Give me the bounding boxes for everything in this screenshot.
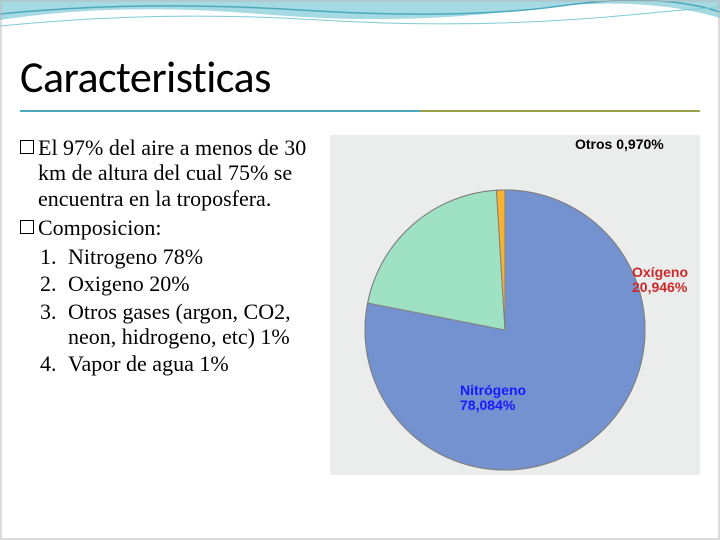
list-number: 3. [40, 299, 68, 350]
list-text: Nitrogeno 78% [68, 244, 320, 269]
list-text: Oxigeno 20% [68, 271, 320, 296]
list-number: 4. [40, 351, 68, 376]
list-number: 2. [40, 271, 68, 296]
list-text: Otros gases (argon, CO2, neon, hidrogeno… [68, 299, 320, 350]
list-number: 1. [40, 244, 68, 269]
bullet-icon [20, 220, 34, 234]
pie-label: Oxígeno20,946% [632, 265, 688, 296]
bullet-text: Composicion: [38, 215, 320, 240]
list-item: 3. Otros gases (argon, CO2, neon, hidrog… [40, 299, 320, 350]
pie-label: Otros 0,970% [575, 137, 664, 152]
title-underline [20, 110, 700, 112]
bullet-icon [20, 140, 34, 154]
pie-label: Nitrógeno78,084% [460, 383, 526, 414]
decorative-wave [0, 0, 720, 40]
pie-svg [330, 135, 700, 475]
text-column: El 97% del aire a menos de 30 km de altu… [20, 135, 330, 379]
slide-title: Caracteristicas [20, 50, 700, 104]
pie-chart: Nitrógeno78,084% Oxígeno20,946% Otros 0,97… [330, 135, 700, 475]
bullet-item: El 97% del aire a menos de 30 km de altu… [20, 135, 320, 211]
list-text: Vapor de agua 1% [68, 351, 320, 376]
bullet-text: El 97% del aire a menos de 30 km de altu… [38, 135, 320, 211]
list-item: 2. Oxigeno 20% [40, 271, 320, 296]
composition-list: 1. Nitrogeno 78% 2. Oxigeno 20% 3. Otros… [20, 244, 320, 376]
chart-column: Nitrógeno78,084% Oxígeno20,946% Otros 0,97… [330, 135, 700, 475]
list-item: 1. Nitrogeno 78% [40, 244, 320, 269]
bullet-item: Composicion: [20, 215, 320, 240]
list-item: 4. Vapor de agua 1% [40, 351, 320, 376]
slide-content: Caracteristicas El 97% del aire a menos … [20, 50, 700, 475]
